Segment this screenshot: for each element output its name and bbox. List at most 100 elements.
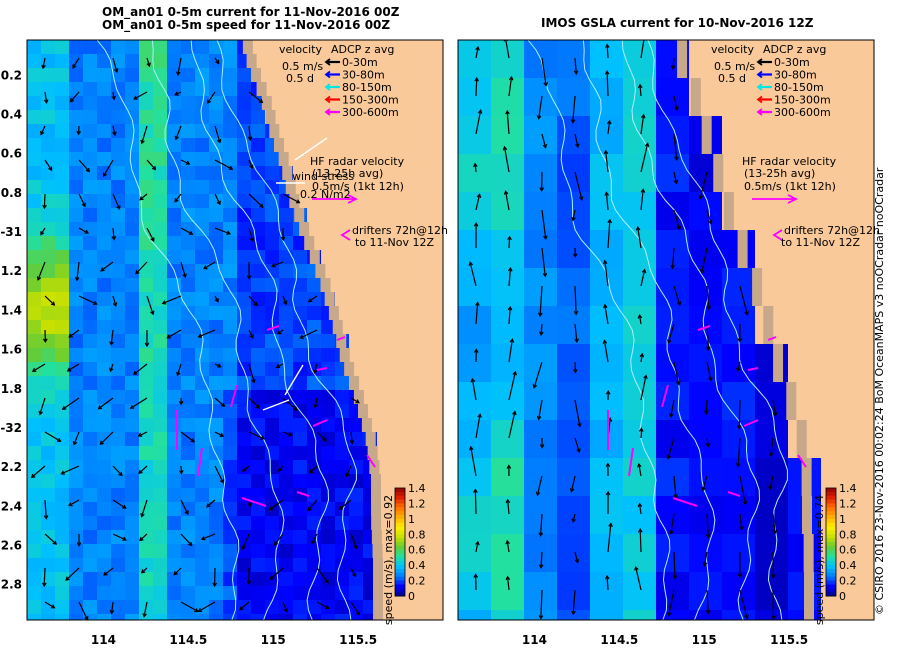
colorbar-tick-label: 0.4 <box>408 559 426 572</box>
velocity-arrow <box>605 150 609 173</box>
velocity-arrow <box>135 261 148 275</box>
velocity-arrow-head <box>206 99 212 104</box>
velocity-arrow-head <box>604 574 610 580</box>
velocity-arrow <box>316 567 329 583</box>
velocity-arrow-head <box>43 515 49 520</box>
velocity-arrow <box>72 57 80 69</box>
velocity-arrow-head <box>505 539 510 545</box>
velocity-arrow-head <box>669 413 674 418</box>
velocity-arrow <box>70 91 80 102</box>
y-tick-label: 0.8 <box>1 186 22 200</box>
velocity-arrow-head <box>246 580 252 585</box>
velocity-arrow-head <box>214 298 219 303</box>
velocity-arrow-head <box>572 253 578 258</box>
velocity-arrow-head <box>705 534 711 539</box>
velocity-arrow <box>699 171 708 199</box>
velocity-arrow-head <box>505 575 511 581</box>
velocity-arrow <box>133 363 148 375</box>
velocity-arrow-head <box>475 45 480 51</box>
velocity-arrow-head <box>249 334 254 339</box>
drifter-track <box>628 447 634 477</box>
panel1-wind-stress-scale: 0.2 N/m2 <box>300 188 351 201</box>
velocity-arrow <box>198 329 216 338</box>
velocity-arrow <box>282 601 288 612</box>
velocity-arrow <box>475 78 478 97</box>
adcp-legend-label: 30-80m <box>342 69 385 82</box>
velocity-arrow <box>214 465 224 483</box>
velocity-arrow <box>40 227 46 235</box>
velocity-arrow-head <box>355 611 361 616</box>
velocity-arrow-head <box>538 331 544 336</box>
velocity-arrow-head <box>666 455 671 460</box>
velocity-arrow-head <box>118 471 123 477</box>
x-tick-label: 115.5 <box>770 633 808 647</box>
colorbar-tick-label: 0.8 <box>839 528 857 541</box>
velocity-arrow-head <box>268 506 273 511</box>
velocity-arrow <box>314 397 318 408</box>
velocity-arrow <box>175 125 182 140</box>
velocity-arrow-head <box>132 370 138 376</box>
panel1-hf-legend-arrow <box>312 194 359 204</box>
velocity-arrow <box>474 489 477 515</box>
velocity-arrow <box>508 76 513 97</box>
velocity-arrow-head <box>283 608 288 613</box>
velocity-arrow <box>130 397 148 409</box>
velocity-arrow-head <box>139 536 144 542</box>
velocity-arrow-head <box>142 613 147 618</box>
velocity-arrow <box>506 110 510 135</box>
velocity-arrow <box>475 47 479 59</box>
velocity-arrow-head <box>570 119 576 124</box>
velocity-arrow-head <box>473 488 478 493</box>
drifter-track <box>316 367 328 371</box>
velocity-arrow <box>180 159 190 165</box>
velocity-arrow-head <box>770 574 776 579</box>
velocity-arrow-head <box>742 500 748 506</box>
velocity-arrow-head <box>736 425 742 430</box>
velocity-arrow-head <box>639 352 645 358</box>
drifter-track <box>266 325 280 331</box>
velocity-arrow-head <box>744 311 749 316</box>
velocity-arrow-head <box>638 427 644 432</box>
colorbar-tick-label: 0.2 <box>839 575 857 588</box>
velocity-arrow-head <box>571 518 577 524</box>
drifter-tracks <box>607 325 807 507</box>
velocity-arrow-head <box>667 611 672 617</box>
y-tick-label: 1.2 <box>1 264 22 278</box>
velocity-arrow <box>540 589 543 619</box>
velocity-arrow <box>271 261 284 267</box>
wind-stress-arrow <box>262 399 290 411</box>
adcp-legend-label: 150-300m <box>774 94 831 107</box>
velocity-arrow-head <box>666 339 672 344</box>
velocity-arrow <box>139 533 148 541</box>
velocity-arrow <box>78 601 89 620</box>
colorbar-tick-label: 0.2 <box>408 575 426 588</box>
velocity-arrow <box>146 57 151 67</box>
velocity-arrow <box>673 209 681 230</box>
velocity-arrow <box>539 285 543 316</box>
velocity-arrow-head <box>637 314 643 319</box>
velocity-arrow <box>177 57 182 76</box>
velocity-arrow-head <box>338 505 343 510</box>
velocity-arrow-head <box>642 36 646 39</box>
velocity-arrow-head <box>135 270 140 275</box>
velocity-arrow-head <box>670 65 676 70</box>
velocity-arrow <box>112 57 118 73</box>
x-tick-label: 114 <box>91 633 116 647</box>
velocity-arrow <box>109 363 114 372</box>
velocity-arrow-head <box>56 437 62 442</box>
velocity-arrow-head <box>166 334 171 339</box>
adcp-legend-arrowhead <box>324 83 331 91</box>
depth-contour <box>151 40 285 620</box>
velocity-arrow-head <box>571 610 576 616</box>
x-tick-label: 114.5 <box>600 633 638 647</box>
velocity-arrow <box>112 499 127 509</box>
colorbar-frame <box>825 487 837 597</box>
velocity-arrow-head <box>605 462 611 467</box>
wind-stress-arrows <box>262 137 328 620</box>
speed-field <box>458 40 821 620</box>
velocity-arrow-head <box>246 275 252 280</box>
velocity-arrow-head <box>241 467 247 472</box>
velocity-arrow-head <box>698 194 704 200</box>
velocity-arrow-head <box>184 510 189 515</box>
panel1-legend: velocity 0.5 m/s 0.5 d ADCP z avg 0-30m3… <box>276 43 448 249</box>
